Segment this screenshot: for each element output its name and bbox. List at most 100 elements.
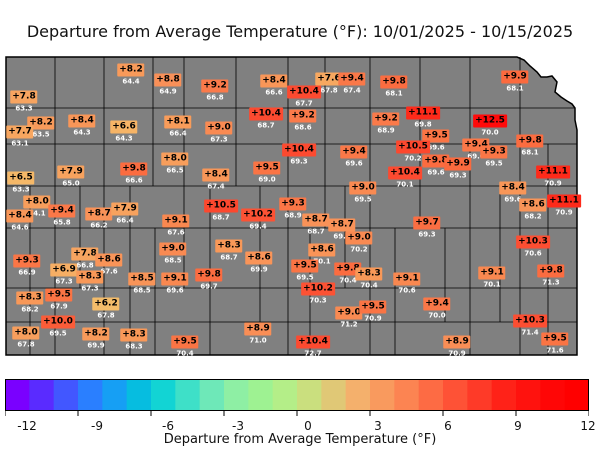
station-marker: +9.4 67.4 bbox=[338, 68, 366, 95]
departure-value: +10.4 bbox=[282, 143, 316, 157]
colorbar-segments bbox=[5, 379, 589, 411]
average-temp: 70.4 bbox=[360, 281, 378, 290]
colorbar-segment bbox=[370, 379, 395, 411]
colorbar-frame bbox=[5, 379, 589, 411]
station-marker: +8.4 69.6 bbox=[499, 177, 527, 204]
colorbar-tick-label: 12 bbox=[580, 419, 596, 433]
departure-value: +8.1 bbox=[164, 115, 192, 129]
station-marker: +8.0 67.8 bbox=[12, 322, 40, 349]
station-marker: +9.3 69.5 bbox=[480, 141, 508, 168]
average-temp: 65.8 bbox=[53, 218, 71, 227]
colorbar-segment bbox=[443, 379, 468, 411]
average-temp: 67.4 bbox=[343, 86, 361, 95]
departure-value: +8.2 bbox=[27, 116, 55, 130]
average-temp: 67.9 bbox=[50, 302, 68, 311]
average-temp: 68.5 bbox=[164, 256, 182, 265]
departure-value: +9.8 bbox=[537, 264, 565, 278]
station-marker: +8.1 66.4 bbox=[164, 111, 192, 138]
station-marker: +8.7 66.2 bbox=[85, 203, 113, 230]
station-marker: +11.1 70.9 bbox=[547, 190, 581, 217]
departure-value: +8.2 bbox=[117, 63, 145, 77]
departure-value: +9.0 bbox=[205, 121, 233, 135]
average-temp: 69.6 bbox=[345, 159, 363, 168]
average-temp: 67.3 bbox=[210, 135, 228, 144]
departure-value: +8.3 bbox=[16, 291, 44, 305]
station-marker: +9.2 68.6 bbox=[289, 105, 317, 132]
average-temp: 64.3 bbox=[115, 134, 133, 143]
average-temp: 70.9 bbox=[448, 349, 466, 358]
station-marker: +9.5 70.9 bbox=[359, 296, 387, 323]
station-marker: +8.3 68.2 bbox=[16, 287, 44, 314]
station-marker: +6.2 67.8 bbox=[92, 293, 120, 320]
departure-value: +8.6 bbox=[308, 243, 336, 257]
average-temp: 69.5 bbox=[296, 273, 314, 282]
average-temp: 66.4 bbox=[116, 216, 134, 225]
departure-value: +9.5 bbox=[291, 259, 319, 273]
station-marker: +8.3 70.4 bbox=[355, 263, 383, 290]
station-marker: +9.7 69.3 bbox=[413, 212, 441, 239]
average-temp: 69.5 bbox=[354, 195, 372, 204]
station-marker: +8.9 70.9 bbox=[443, 331, 471, 358]
average-temp: 68.3 bbox=[125, 342, 143, 351]
average-temp: 66.5 bbox=[166, 166, 184, 175]
average-temp: 64.6 bbox=[11, 223, 29, 232]
station-marker: +10.3 71.4 bbox=[513, 310, 547, 337]
colorbar-segment bbox=[248, 379, 274, 411]
average-temp: 67.6 bbox=[167, 228, 185, 237]
station-marker: +8.6 69.9 bbox=[245, 247, 273, 274]
average-temp: 69.6 bbox=[467, 152, 485, 161]
departure-value: +8.7 bbox=[328, 218, 356, 232]
colorbar-segment bbox=[151, 379, 176, 411]
colorbar-segment bbox=[467, 379, 493, 411]
departure-value: +10.2 bbox=[301, 282, 335, 296]
average-temp: 69.9 bbox=[250, 265, 268, 274]
station-marker: +9.8 69.6 bbox=[422, 150, 450, 177]
station-marker: +8.9 71.0 bbox=[244, 318, 272, 345]
departure-value: +8.0 bbox=[23, 195, 51, 209]
departure-value: +8.3 bbox=[120, 328, 148, 342]
departure-value: +9.1 bbox=[162, 214, 190, 228]
departure-value: +9.5 bbox=[422, 129, 450, 143]
average-temp: 63.5 bbox=[32, 130, 50, 139]
station-marker: +9.3 68.9 bbox=[279, 193, 307, 220]
departure-value: +9.5 bbox=[171, 335, 199, 349]
average-temp: 64.4 bbox=[122, 77, 140, 86]
average-temp: 64.9 bbox=[159, 87, 177, 96]
average-temp: 69.6 bbox=[504, 195, 522, 204]
station-marker: +11.1 69.8 bbox=[406, 102, 440, 129]
average-temp: 71.2 bbox=[340, 320, 358, 329]
departure-value: +8.3 bbox=[76, 270, 104, 284]
departure-value: +10.5 bbox=[396, 140, 430, 154]
average-temp: 69.3 bbox=[449, 171, 467, 180]
departure-value: +9.9 bbox=[444, 157, 472, 171]
average-temp: 64.1 bbox=[28, 209, 46, 218]
average-temp: 70.0 bbox=[428, 311, 446, 320]
station-marker: +10.4 67.7 bbox=[287, 81, 321, 108]
station-marker: +9.1 70.6 bbox=[393, 268, 421, 295]
departure-value: +10.5 bbox=[204, 199, 238, 213]
station-marker: +8.0 64.1 bbox=[23, 191, 51, 218]
station-marker: +8.7 68.7 bbox=[302, 209, 330, 236]
average-temp: 66.8 bbox=[76, 261, 94, 270]
colorbar-segment bbox=[345, 379, 371, 411]
departure-value: +10.3 bbox=[516, 235, 550, 249]
departure-value: +9.0 bbox=[159, 242, 187, 256]
departure-value: +11.1 bbox=[406, 106, 440, 120]
station-marker: +9.4 65.8 bbox=[48, 200, 76, 227]
departure-value: +9.3 bbox=[279, 197, 307, 211]
departure-value: +9.0 bbox=[349, 181, 377, 195]
station-marker: +9.2 68.9 bbox=[372, 108, 400, 135]
station-marker: +9.1 69.6 bbox=[161, 268, 189, 295]
station-marker: +9.4 70.0 bbox=[423, 293, 451, 320]
average-temp: 70.0 bbox=[481, 128, 499, 137]
station-marker: +9.8 66.6 bbox=[120, 158, 148, 185]
station-marker: +8.4 64.6 bbox=[6, 205, 34, 232]
departure-value: +10.0 bbox=[41, 315, 75, 329]
average-temp: 64.3 bbox=[73, 128, 91, 137]
departure-value: +8.8 bbox=[154, 73, 182, 87]
departure-value: +8.0 bbox=[12, 326, 40, 340]
colorbar-tick-label: -12 bbox=[17, 419, 37, 433]
departure-value: +8.5 bbox=[128, 272, 156, 286]
departure-value: +9.9 bbox=[501, 70, 529, 84]
average-temp: 70.6 bbox=[398, 286, 416, 295]
